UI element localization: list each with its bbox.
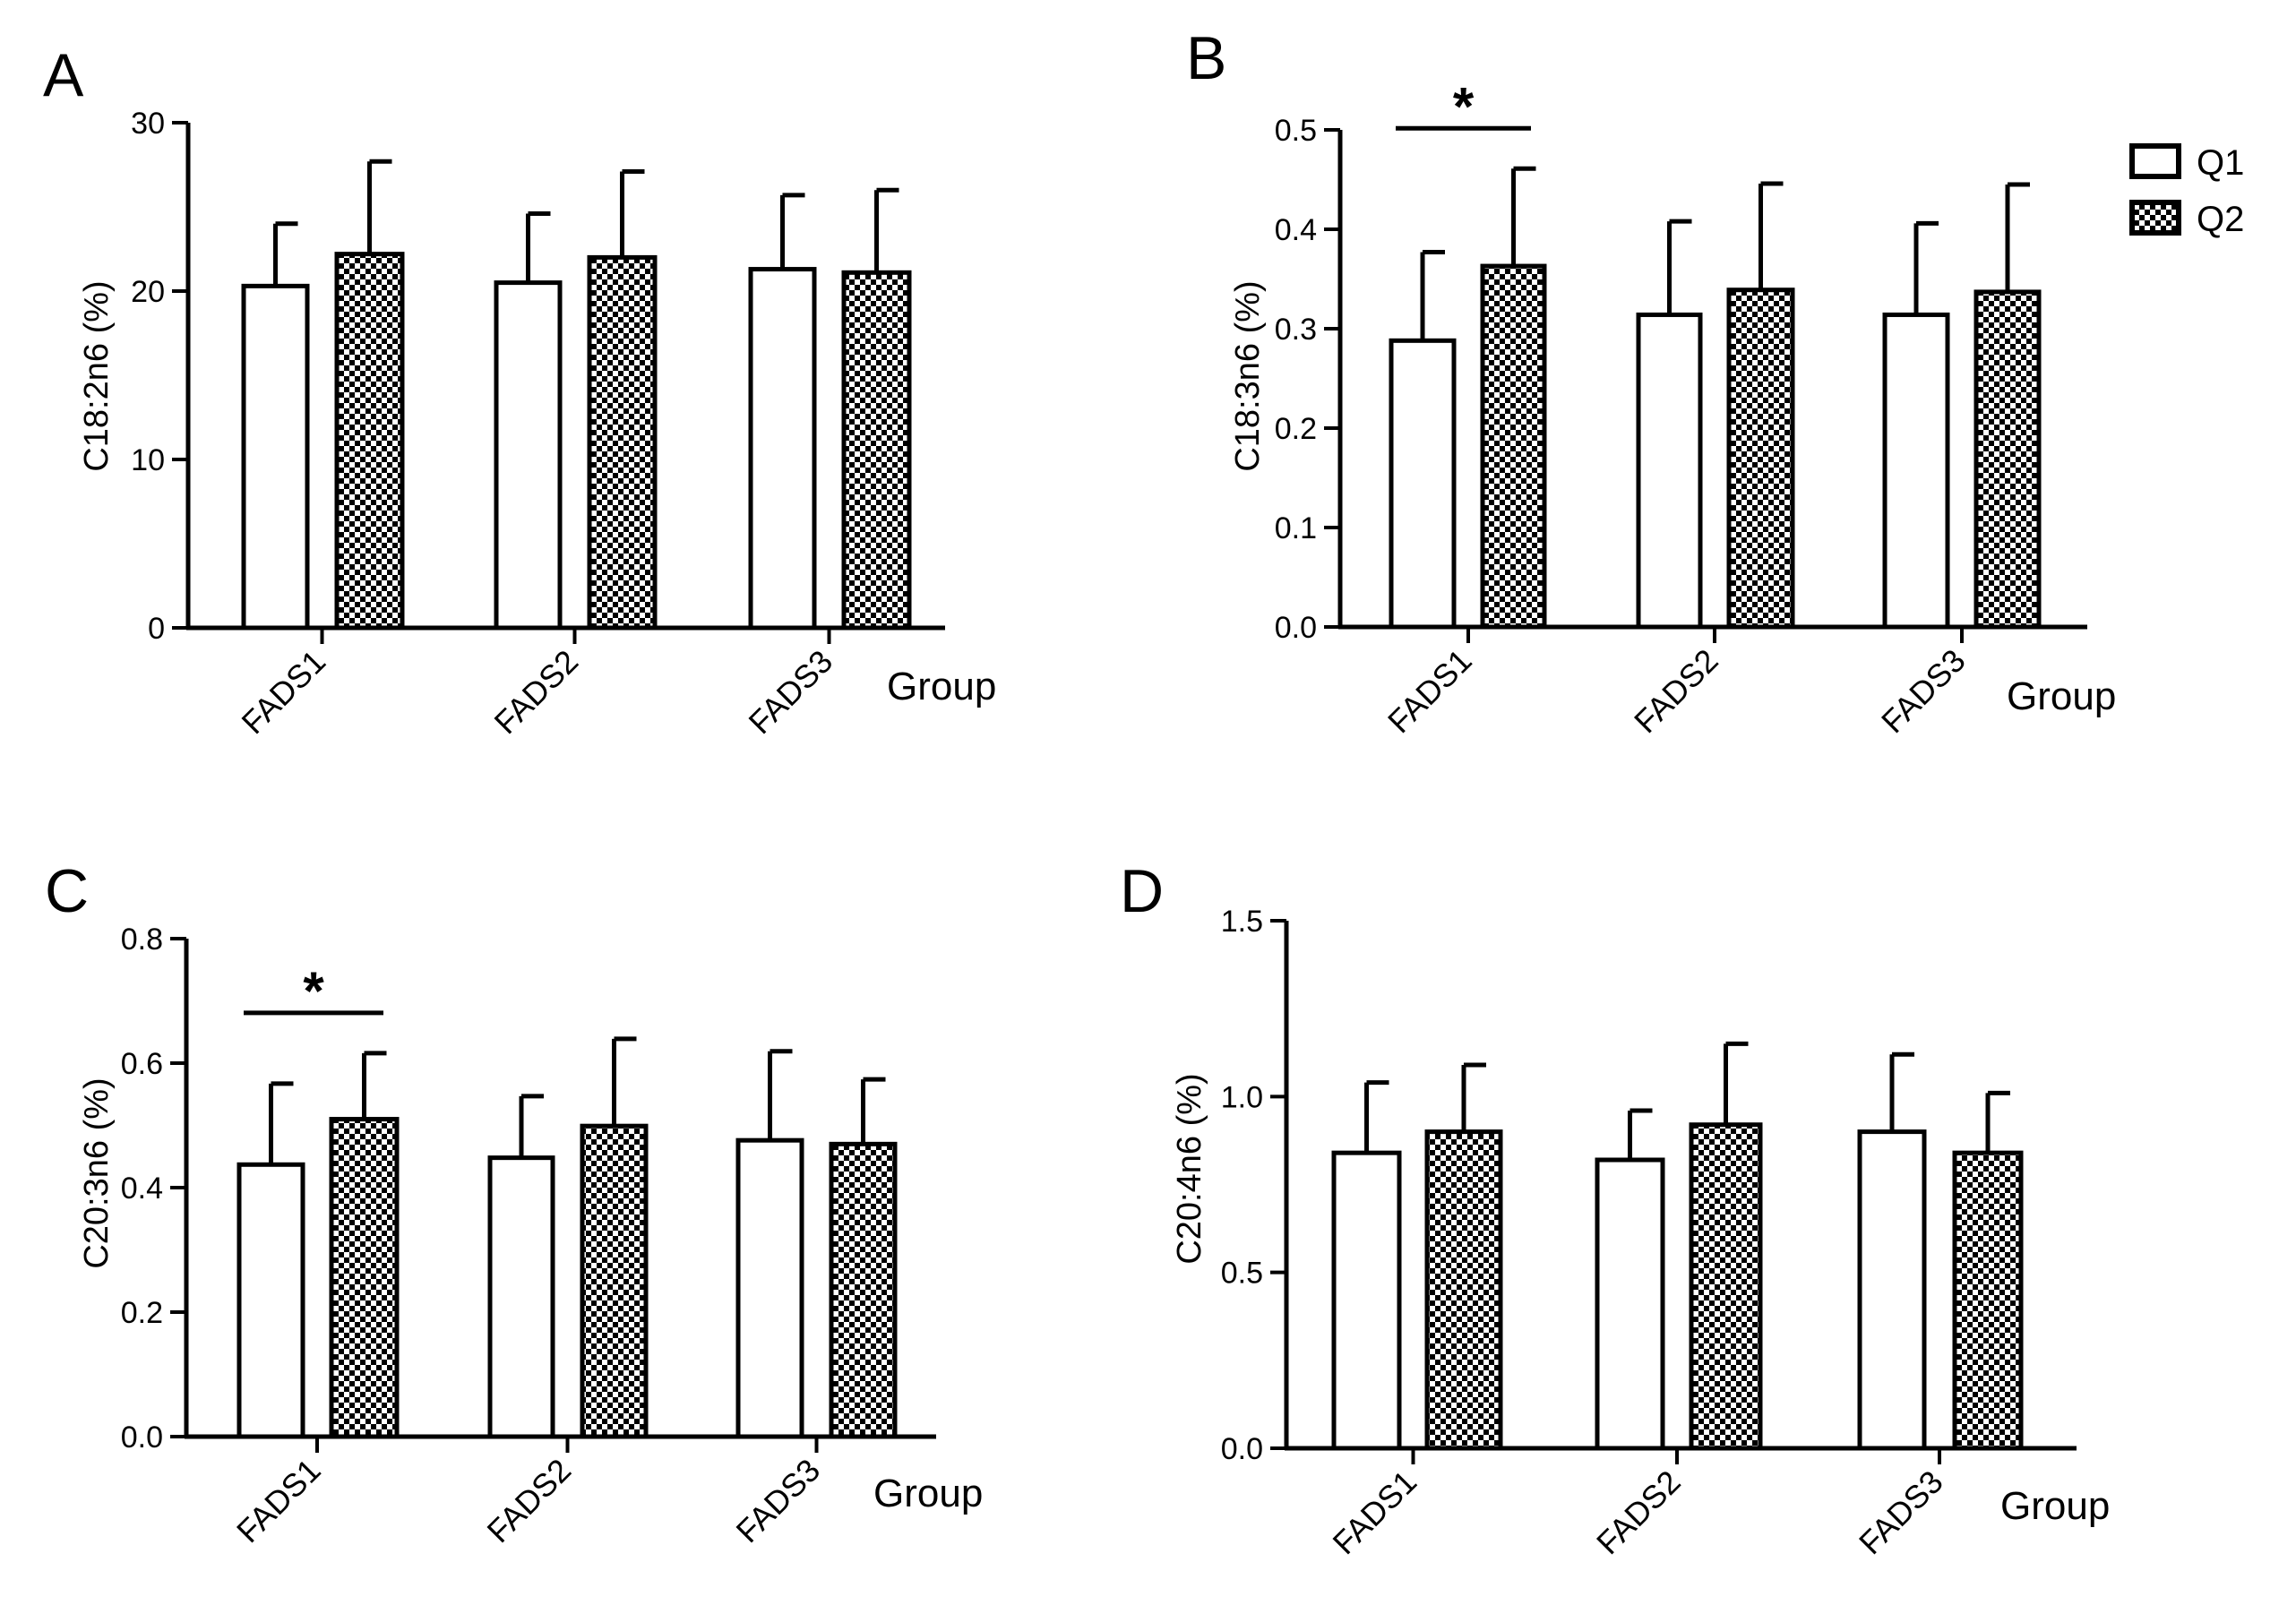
legend-swatch-open: [2129, 143, 2181, 179]
x-tick-label: FADS2: [480, 1452, 579, 1550]
y-tick-label: 30: [131, 107, 165, 141]
bar-q1-fads2: [494, 280, 563, 631]
x-axis-label: Group: [873, 1472, 983, 1515]
x-tick-label: FADS2: [487, 643, 586, 742]
significance-star: *: [1453, 76, 1475, 136]
x-tick-label: FADS3: [742, 643, 840, 742]
bar-q1-fads1: [241, 283, 310, 631]
y-tick-label: 0.6: [121, 1047, 163, 1081]
bar-q2-fads1: [1480, 263, 1547, 630]
x-tick-label: FADS3: [1874, 642, 1973, 741]
panel-c: C 0.0 0.2 0.4 0.6 0.8 FADS1 FADS2 FADS3 * C20:3n…: [45, 857, 983, 1549]
y-tick-label: 0.3: [1275, 313, 1317, 347]
x-axis-label: Group: [2007, 674, 2116, 718]
bar-q2-fads3: [841, 270, 912, 631]
y-tick-label: 0.1: [1275, 511, 1317, 545]
bar-q1-fads2: [487, 1155, 555, 1439]
bar-q1-fads2: [1595, 1157, 1665, 1451]
panel-a: A 0 10 20 30 FADS1 FADS2 FADS3 C18:2n6 (%) Gro…: [43, 41, 996, 741]
x-tick-label: FADS2: [1589, 1463, 1688, 1562]
significance-star: *: [303, 961, 324, 1021]
y-tick-label: 0.0: [1275, 611, 1317, 645]
bar-q2-fads1: [329, 1117, 400, 1439]
bar-q1-fads3: [748, 267, 817, 631]
y-tick-label: 10: [131, 443, 165, 477]
y-axis-label: C20:3n6 (%): [78, 1077, 116, 1268]
x-tick-label: FADS1: [229, 1452, 328, 1550]
y-axis-label: C20:4n6 (%): [1171, 1073, 1208, 1264]
y-tick-label: 0.8: [121, 923, 163, 957]
panel-letter: A: [43, 41, 84, 109]
x-tick-label: FADS3: [729, 1452, 828, 1550]
bar-q1-fads3: [1882, 312, 1950, 630]
bar-q2-fads2: [580, 1123, 649, 1439]
y-tick-label: 20: [131, 275, 165, 309]
y-tick-label: 0.4: [1275, 213, 1317, 247]
y-tick-label: 1.0: [1221, 1080, 1263, 1114]
bar-q1-fads1: [1331, 1150, 1402, 1451]
panel-letter: C: [45, 857, 89, 925]
y-tick-label: 0.2: [121, 1296, 163, 1330]
x-tick-label: FADS3: [1852, 1463, 1950, 1562]
bar-q2-fads2: [1726, 288, 1795, 630]
panel-letter: B: [1186, 24, 1226, 92]
legend-swatch-checkered: [2129, 200, 2181, 236]
bar-q2-fads2: [1689, 1122, 1763, 1451]
y-tick-label: 0.0: [121, 1420, 163, 1455]
bar-q2-fads3: [829, 1141, 898, 1439]
bar-q1-fads2: [1636, 312, 1703, 630]
plot-area: 0.0 0.5 1.0 1.5 FADS1 FADS2 FADS3: [1221, 905, 2077, 1561]
x-tick-label: FADS1: [235, 643, 333, 742]
plot-area: 0.0 0.2 0.4 0.6 0.8 FADS1 FADS2 FADS3 *: [121, 923, 936, 1549]
bar-q2-fads1: [1424, 1129, 1503, 1451]
bar-q1-fads1: [1389, 338, 1457, 630]
y-axis-label: C18:2n6 (%): [78, 280, 116, 471]
plot-area: 0.0 0.1 0.2 0.3 0.4 0.5 FADS1 FADS2 FADS3 *: [1275, 76, 2087, 740]
bar-q2-fads3: [1952, 1150, 2024, 1451]
bar-q1-fads1: [236, 1162, 305, 1439]
plot-area: 0 10 20 30 FADS1 FADS2 FADS3: [131, 107, 945, 741]
y-tick-label: 0: [148, 612, 165, 646]
bar-q1-fads3: [1857, 1129, 1927, 1451]
x-tick-label: FADS1: [1380, 642, 1479, 741]
bar-q1-fads3: [735, 1137, 804, 1439]
x-tick-label: FADS2: [1627, 642, 1725, 741]
bar-q2-fads1: [334, 252, 405, 631]
bar-q2-fads3: [1974, 289, 2042, 630]
legend: Q1 Q2: [2129, 143, 2244, 239]
y-tick-label: 0.0: [1221, 1432, 1263, 1466]
x-axis-label: Group: [887, 665, 996, 708]
y-tick-label: 1.5: [1221, 905, 1263, 939]
bar-q2-fads2: [587, 254, 658, 631]
x-tick-label: FADS1: [1326, 1463, 1424, 1562]
legend-entry-q1: Q1: [2129, 143, 2244, 183]
legend-label: Q1: [2197, 143, 2244, 183]
x-axis-label: Group: [2000, 1484, 2110, 1528]
panel-b: B 0.0 0.1 0.2 0.3 0.4 0.5 FADS1 FADS2 FADS3 * C18…: [1186, 24, 2116, 740]
y-tick-label: 0.5: [1221, 1257, 1263, 1291]
panel-d: D 0.0 0.5 1.0 1.5 FADS1 FADS2 FADS3 C20:4n6 (%…: [1120, 857, 2110, 1561]
legend-entry-q2: Q2: [2129, 200, 2244, 239]
y-tick-label: 0.2: [1275, 412, 1317, 446]
y-tick-label: 0.4: [121, 1172, 163, 1206]
legend-label: Q2: [2197, 200, 2244, 239]
y-tick-label: 0.5: [1275, 114, 1317, 148]
y-axis-label: C18:3n6 (%): [1229, 280, 1267, 471]
panel-letter: D: [1120, 857, 1164, 925]
